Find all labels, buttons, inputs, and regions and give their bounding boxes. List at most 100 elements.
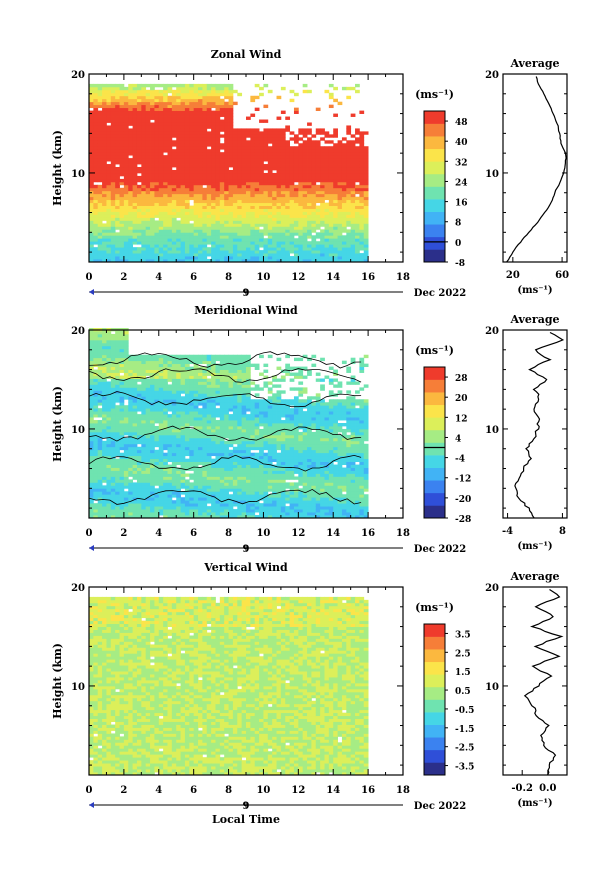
profile-line <box>523 588 564 776</box>
colorbar-swatch <box>424 649 445 663</box>
profile-x-label: (ms⁻¹) <box>517 541 552 552</box>
x-tick-label: 6 <box>190 785 197 796</box>
x-tick-label: 8 <box>225 272 232 283</box>
profile-frame <box>502 329 568 519</box>
colorbar-swatch <box>424 199 445 212</box>
profile-frame <box>502 586 568 776</box>
colorbar-swatch <box>424 379 445 393</box>
profile-x-tick-label: 0.0 <box>539 783 556 794</box>
x-axis-label: Local Time <box>212 813 280 826</box>
contour-lines <box>88 351 362 505</box>
x-tick-label: 2 <box>120 528 127 539</box>
profile-y-tick-label: 20 <box>485 326 499 337</box>
y-tick-label: 10 <box>71 425 85 436</box>
x-tick-label: 18 <box>396 272 410 283</box>
colorbar-frame <box>423 366 446 519</box>
colorbar-unit: (ms⁻¹) <box>415 88 454 101</box>
colorbar-unit: (ms⁻¹) <box>415 601 454 614</box>
colorbar-swatch <box>424 367 445 380</box>
colorbar-swatch <box>424 699 445 713</box>
contour-line <box>88 425 362 442</box>
colorbar-tick-label: 24 <box>455 178 468 188</box>
y-axis-label: Height (km) <box>51 386 64 462</box>
contour-line <box>88 368 362 383</box>
heatmap-cells <box>89 328 369 519</box>
day-label: 9 <box>243 288 250 299</box>
x-tick-label: 12 <box>291 785 305 796</box>
profile-x-label: (ms⁻¹) <box>517 285 552 296</box>
colorbar-swatch <box>424 480 445 494</box>
x-tick-label: 14 <box>326 785 340 796</box>
contour-line <box>88 351 362 369</box>
y-tick-label: 20 <box>71 326 85 337</box>
x-tick-label: 14 <box>326 272 340 283</box>
colorbar-swatch <box>424 123 445 137</box>
colorbar-swatch <box>424 686 445 700</box>
heatmap-cells <box>89 83 369 263</box>
x-tick-label: 16 <box>361 785 375 796</box>
profile-x-tick-label: -0.2 <box>511 783 533 794</box>
contour-line <box>88 454 362 472</box>
colorbar-swatch <box>424 712 445 725</box>
colorbar-tick-label: 16 <box>455 199 468 209</box>
y-tick-label: 10 <box>71 682 85 693</box>
colorbar-swatch <box>424 674 445 688</box>
day-label: 9 <box>243 801 250 812</box>
colorbar-swatch <box>424 211 445 225</box>
colorbar-swatch <box>424 417 445 431</box>
colorbar-tick-label: -0.5 <box>455 706 474 716</box>
colorbar-tick-label: 0 <box>455 239 461 249</box>
date-label: Dec 2022 <box>414 288 466 299</box>
x-tick-label: 4 <box>155 785 162 796</box>
colorbar-tick-label: -1.5 <box>455 725 474 735</box>
colorbar-swatch <box>424 429 445 443</box>
x-tick-label: 0 <box>86 785 93 796</box>
colorbar-swatch <box>424 737 445 751</box>
colorbar-swatch <box>424 467 445 481</box>
x-tick-label: 12 <box>291 272 305 283</box>
colorbar-swatch <box>424 161 445 175</box>
colorbar-swatch <box>424 749 445 763</box>
x-tick-label: 18 <box>396 785 410 796</box>
date-axis-marker <box>89 802 94 808</box>
colorbar-swatch <box>424 392 445 406</box>
x-tick-label: 0 <box>86 528 93 539</box>
colorbar-tick-label: 20 <box>455 394 468 404</box>
colorbar-tick-label: 2.5 <box>455 649 471 659</box>
profile-y-tick-label: 10 <box>485 425 499 436</box>
profile-x-tick-label: 60 <box>555 270 569 281</box>
heatmap-cells <box>89 596 369 776</box>
colorbar-swatch <box>424 404 445 418</box>
colorbar-frame <box>423 110 446 263</box>
x-tick-label: 4 <box>155 272 162 283</box>
profile-title: Average <box>509 57 559 70</box>
colorbar-frame <box>423 623 446 776</box>
x-tick-label: 14 <box>326 528 340 539</box>
colorbar-swatch <box>424 186 445 200</box>
colorbar-tick-label: -3.5 <box>455 763 474 773</box>
profile-title: Average <box>509 313 559 326</box>
x-tick-label: 0 <box>86 272 93 283</box>
colorbar-swatch <box>424 173 445 187</box>
colorbar-tick-label: 40 <box>455 138 468 148</box>
y-axis-label: Height (km) <box>51 130 64 206</box>
colorbar-tick-label: 8 <box>455 219 461 229</box>
date-axis-marker <box>89 289 94 295</box>
colorbar-tick-label: 0.5 <box>455 687 471 697</box>
profile-line <box>506 76 567 263</box>
colorbar-tick-label: 4 <box>455 434 461 444</box>
colorbar-tick-label: 3.5 <box>455 630 471 640</box>
x-tick-label: 2 <box>120 272 127 283</box>
profile-line <box>514 331 565 519</box>
colorbar-swatch <box>424 455 445 468</box>
colorbar-swatch <box>424 442 445 456</box>
x-tick-label: 10 <box>256 272 270 283</box>
chart-panel-2: Meridional Wind 0 2 4 6 8 10 12 14 16 18 10 20 Height… <box>51 304 568 555</box>
colorbar-tick-label: 32 <box>455 158 468 168</box>
y-axis-label: Height (km) <box>51 643 64 719</box>
colorbar-swatch <box>424 249 445 263</box>
x-tick-label: 16 <box>361 272 375 283</box>
colorbar-swatch <box>424 762 445 776</box>
contour-line <box>88 391 362 408</box>
